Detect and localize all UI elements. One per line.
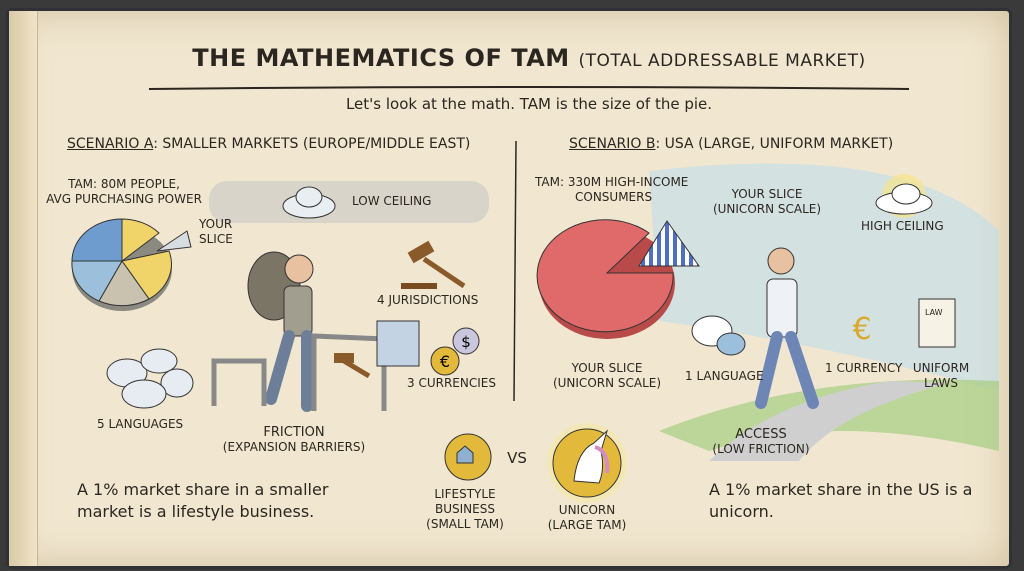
high-ceiling-label: HIGH CEILING [861,219,944,233]
scenario-a-conclusion: A 1% market share in a smaller market is… [77,480,329,521]
law-doc-label: LAW [925,308,943,317]
lifestyle-business-label: LIFESTYLE BUSINESS (SMALL TAM) [426,487,504,531]
tired-hiker-figure [247,251,314,412]
speech-bubble-icon [691,315,746,356]
scenario-a-tam: TAM: 80M PEOPLE, AVG PURCHASING POWER [46,177,202,206]
illustrations: € $ € [71,86,999,503]
svg-text:€: € [440,352,450,371]
your-slice-bottom-label: YOUR SLICE (UNICORN SCALE) [552,361,662,390]
barrier [311,333,387,411]
page-title: THE MATHEMATICS OF TAM (TOTAL ADDRESSABL… [192,44,866,72]
scenario-b-header: SCENARIO B: USA (LARGE, UNIFORM MARKET) [569,136,894,152]
friction-label: FRICTION [263,425,325,440]
jurisdictions-label: 4 JURISDICTIONS [377,293,479,307]
confident-man-figure [755,247,819,409]
gavel-impact-icon [334,353,371,379]
scenario-a-header: SCENARIO A: SMALLER MARKETS (EUROPE/MIDD… [67,136,471,152]
currencies-label: 3 CURRENCIES [407,376,496,390]
access-sublabel: (LOW FRICTION) [712,442,810,456]
sunny-cloud-icon [875,174,933,218]
euro-coin-icon [430,346,460,376]
gavel-icon [401,240,466,289]
euro-icon: € [852,312,871,347]
one-currency-label: 1 CURRENCY [825,361,903,375]
dollar-coin-icon [452,327,480,355]
scenario-b-tam: TAM: 330M HIGH-INCOME CONSUMERS [535,175,689,204]
low-ceiling-label: LOW CEILING [352,194,432,208]
divider [513,140,517,402]
vs-label: VS [507,449,527,467]
large-pie-chart-icon [536,219,700,339]
languages-label: 5 LANGUAGES [97,417,184,431]
barrier [211,358,267,406]
one-language-label: 1 LANGUAGE [685,369,764,383]
notebook-spine [9,11,38,566]
uniform-laws-label: UNIFORM LAWS [912,361,970,390]
scenario-b-conclusion: A 1% market share in the US is a unicorn… [709,480,973,521]
your-slice-top-label: YOUR SLICE (UNICORN SCALE) [712,187,822,216]
sad-cloud-icon [282,186,336,219]
speech-bubbles-icon [106,348,194,409]
title-underline [148,86,910,90]
page-subtitle: Let's look at the math. TAM is the size … [345,95,713,113]
scenario-a-your-slice: YOUR SLICE [199,217,233,246]
road [709,381,949,461]
law-scroll-icon [918,298,956,348]
notebook-page: € $ € THE MATHEMATIC [6,8,1012,569]
small-pie-chart-icon [71,218,192,311]
friction-sublabel: (EXPANSION BARRIERS) [222,440,366,454]
unicorn-label: UNICORN (LARGE TAM) [547,503,627,532]
access-label: ACCESS [735,427,787,442]
map-icon [376,320,420,367]
svg-text:$: $ [461,333,471,351]
